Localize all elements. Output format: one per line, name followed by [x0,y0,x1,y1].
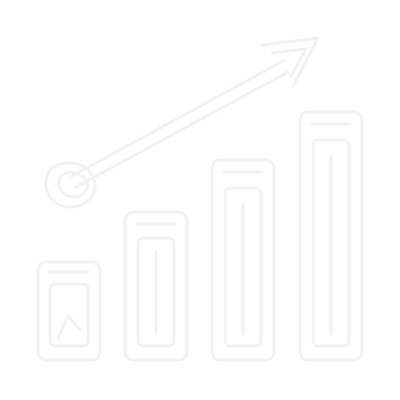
arrow-head [260,36,320,88]
bar-3-inner [223,186,263,348]
arrow-tail-inner [57,171,89,199]
bar-1-outer [36,260,102,362]
bar-3 [210,158,276,362]
trend-arrow [44,36,320,209]
bar-1-trend [56,314,82,340]
bar-3-outer [210,158,276,362]
bar-4-inner [311,138,351,348]
bar-2-outer [123,210,189,362]
bar-2 [123,210,189,362]
arrow-head-inner [270,47,308,78]
arrow-shaft [70,58,287,178]
bar-1-inner [48,282,90,348]
bar-4 [298,110,364,362]
arrow-shaft-inner [74,70,290,189]
bar-1 [36,260,102,362]
arrow-tail-loop [44,161,97,209]
bar-4-outer [298,110,364,362]
bar-2-inner [136,236,176,348]
